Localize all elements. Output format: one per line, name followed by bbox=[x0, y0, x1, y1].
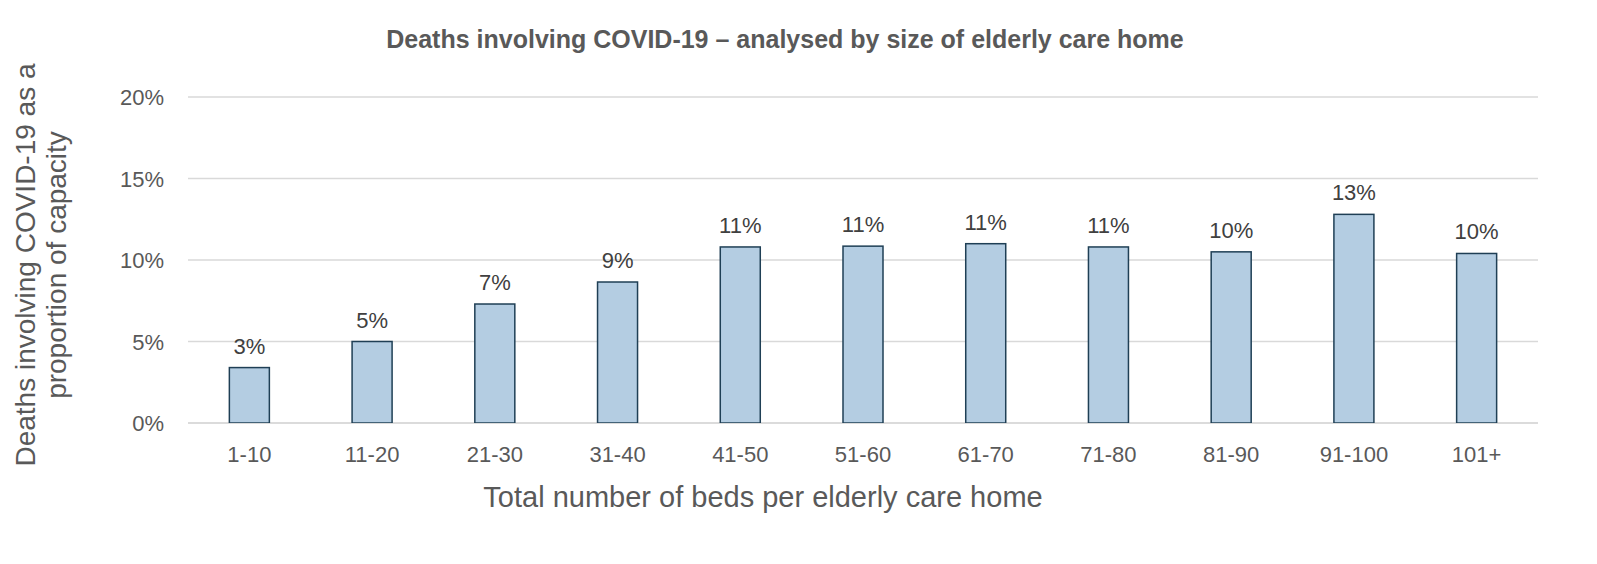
bar bbox=[598, 282, 638, 423]
bar bbox=[352, 342, 392, 424]
x-tick-label: 101+ bbox=[1452, 442, 1502, 467]
data-label: 11% bbox=[1087, 213, 1129, 238]
data-label: 5% bbox=[356, 308, 388, 333]
x-tick-label: 21-30 bbox=[467, 442, 523, 467]
bar bbox=[1457, 253, 1497, 423]
x-tick-label: 31-40 bbox=[589, 442, 645, 467]
data-label: 10% bbox=[1455, 219, 1499, 244]
data-label: 11% bbox=[842, 212, 884, 237]
x-tick-label: 1-10 bbox=[227, 442, 271, 467]
bar bbox=[475, 304, 515, 423]
bar bbox=[720, 247, 760, 423]
data-label: 11% bbox=[719, 213, 761, 238]
data-label: 9% bbox=[602, 248, 634, 273]
chart-title: Deaths involving COVID-19 – analysed by … bbox=[386, 25, 1184, 53]
grid-line bbox=[188, 96, 1538, 98]
y-tick-label: 10% bbox=[120, 248, 164, 273]
data-label: 13% bbox=[1332, 180, 1376, 205]
y-axis-label: Deaths involving COVID-19 as aproportion… bbox=[10, 63, 72, 467]
x-tick-label: 41-50 bbox=[712, 442, 768, 467]
x-tick-label: 51-60 bbox=[835, 442, 891, 467]
y-tick-label: 5% bbox=[132, 330, 164, 355]
data-label: 11% bbox=[965, 210, 1007, 235]
bars bbox=[229, 214, 1496, 423]
y-tick-label: 15% bbox=[120, 167, 164, 192]
x-tick-label: 71-80 bbox=[1080, 442, 1136, 467]
bar bbox=[229, 368, 269, 423]
x-axis-label: Total number of beds per elderly care ho… bbox=[483, 481, 1042, 513]
bar bbox=[966, 244, 1006, 423]
bar bbox=[843, 246, 883, 423]
y-tick-label: 20% bbox=[120, 85, 164, 110]
chart-svg: 0% 5% 10% 15% 20% 3% 5% 7% 9% 11% 11% 11% 11% 10% 13% 1… bbox=[0, 0, 1597, 564]
grid-line bbox=[188, 178, 1538, 180]
bar bbox=[1088, 247, 1128, 423]
x-tick-label: 91-100 bbox=[1320, 442, 1389, 467]
y-tick-label: 0% bbox=[132, 411, 164, 436]
chart-container: 0% 5% 10% 15% 20% 3% 5% 7% 9% 11% 11% 11% 11% 10% 13% 1… bbox=[0, 0, 1597, 564]
data-label: 10% bbox=[1209, 218, 1253, 243]
bar bbox=[1334, 214, 1374, 423]
x-tick-label: 61-70 bbox=[958, 442, 1014, 467]
x-tick-label: 11-20 bbox=[345, 442, 400, 467]
data-label: 7% bbox=[479, 270, 511, 295]
x-tick-label: 81-90 bbox=[1203, 442, 1259, 467]
bar bbox=[1211, 252, 1251, 423]
data-label: 3% bbox=[233, 334, 265, 359]
